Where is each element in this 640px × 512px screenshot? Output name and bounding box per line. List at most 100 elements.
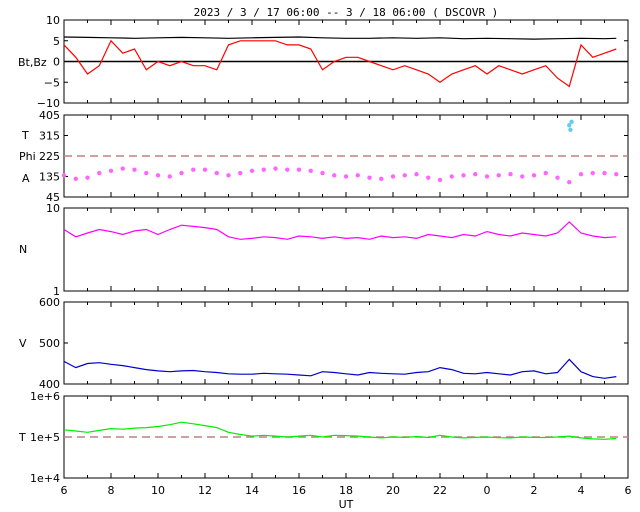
y-tick-label: 405 xyxy=(39,109,60,122)
y-tick-label: 45 xyxy=(46,191,60,204)
ylabel-a: A xyxy=(22,172,30,185)
x-axis: 6 8 10 12 14 16 18 20 22 0 2 4 6 xyxy=(61,484,632,497)
x-tick-label: 18 xyxy=(339,484,353,497)
data-point xyxy=(390,174,396,179)
data-point xyxy=(520,174,525,179)
panel-frame xyxy=(63,301,629,385)
data-point xyxy=(202,167,208,172)
data-point xyxy=(308,168,313,174)
series-line xyxy=(63,221,617,240)
x-tick-label: 16 xyxy=(292,484,306,497)
x-axis-label: UT xyxy=(339,498,354,511)
x-tick-label: 6 xyxy=(625,484,632,497)
data-point xyxy=(249,168,255,174)
y-tick-label: −5 xyxy=(44,76,60,89)
data-point xyxy=(332,173,337,178)
data-point xyxy=(531,173,537,178)
y-tick-label: 10 xyxy=(46,202,60,215)
series-line xyxy=(63,358,617,379)
y-tick-label: 1e+6 xyxy=(30,390,60,403)
data-point xyxy=(296,167,302,172)
data-point xyxy=(367,175,372,180)
ylabel-v: V xyxy=(19,337,27,350)
y-tick-label: 0 xyxy=(53,56,60,69)
x-tick-label: 22 xyxy=(433,484,447,497)
data-point xyxy=(343,174,349,179)
panel-velocity: V 600 500 400 xyxy=(19,296,629,391)
data-point xyxy=(473,172,478,177)
data-point xyxy=(449,174,454,179)
x-tick-label: 0 xyxy=(484,484,491,497)
data-point xyxy=(97,170,102,176)
data-point xyxy=(461,173,466,178)
ylabel-n: N xyxy=(19,243,27,256)
data-point xyxy=(614,172,619,177)
data-point xyxy=(496,173,501,178)
series-line xyxy=(63,421,617,440)
data-point xyxy=(555,175,560,180)
x-tick-label: 4 xyxy=(578,484,585,497)
data-point xyxy=(379,176,384,181)
data-point xyxy=(543,170,548,176)
data-point xyxy=(590,170,595,176)
y-tick-label: 600 xyxy=(39,296,60,309)
data-point xyxy=(191,167,196,172)
y-tick-label: 225 xyxy=(39,150,60,163)
data-point xyxy=(61,173,67,178)
series-line xyxy=(63,36,617,40)
data-point xyxy=(426,175,431,180)
y-tick-label: 500 xyxy=(39,337,60,350)
y-tick-label: 1e+4 xyxy=(30,472,60,485)
data-point xyxy=(355,173,360,178)
data-point xyxy=(261,167,266,172)
data-point xyxy=(73,176,78,181)
data-point xyxy=(108,168,114,174)
data-point xyxy=(578,172,584,177)
series-line xyxy=(63,39,617,88)
data-point xyxy=(273,166,278,171)
data-point xyxy=(402,173,407,178)
panel-density: N 10 1 xyxy=(19,202,629,298)
panel-temperature: T 1e+6 1e+5 1e+4 xyxy=(18,390,629,485)
data-point xyxy=(144,170,149,176)
panel-frame xyxy=(63,207,629,292)
data-point xyxy=(179,170,184,176)
ylabel-t: T xyxy=(21,129,29,142)
y-tick-label: 400 xyxy=(39,378,60,391)
data-point xyxy=(567,123,572,128)
data-point xyxy=(85,175,90,180)
data-point xyxy=(320,170,325,176)
data-point xyxy=(484,174,490,179)
x-tick-label: 10 xyxy=(151,484,165,497)
y-tick-label: 315 xyxy=(39,130,60,143)
y-tick-label: −10 xyxy=(37,97,60,110)
data-point xyxy=(568,127,573,133)
data-point xyxy=(226,173,231,178)
data-point xyxy=(508,172,513,177)
panel-phi: T Phi A 405 315 225 135 45 xyxy=(19,109,629,204)
data-point xyxy=(155,173,161,178)
data-point xyxy=(414,172,419,177)
y-tick-label: 135 xyxy=(39,171,60,184)
x-tick-label: 20 xyxy=(386,484,400,497)
ylabel-phi: Phi xyxy=(19,150,36,163)
data-point xyxy=(132,167,137,172)
data-point xyxy=(167,174,172,179)
y-tick-label: 1 xyxy=(53,285,60,298)
x-tick-label: 12 xyxy=(198,484,212,497)
data-point xyxy=(437,177,443,183)
ylabel-temp: T xyxy=(18,431,26,444)
y-tick-label: 10 xyxy=(46,14,60,27)
x-tick-label: 2 xyxy=(531,484,538,497)
chart-title: 2023 / 3 / 17 06:00 -- 3 / 18 06:00 ( DS… xyxy=(194,6,499,19)
x-tick-label: 8 xyxy=(108,484,115,497)
data-point xyxy=(238,170,243,176)
data-point xyxy=(214,170,219,176)
data-point xyxy=(602,170,607,176)
y-tick-label: 1e+5 xyxy=(30,431,60,444)
y-tick-label: 5 xyxy=(53,35,60,48)
data-point xyxy=(285,167,290,172)
data-point xyxy=(120,166,125,171)
data-point xyxy=(567,179,572,185)
